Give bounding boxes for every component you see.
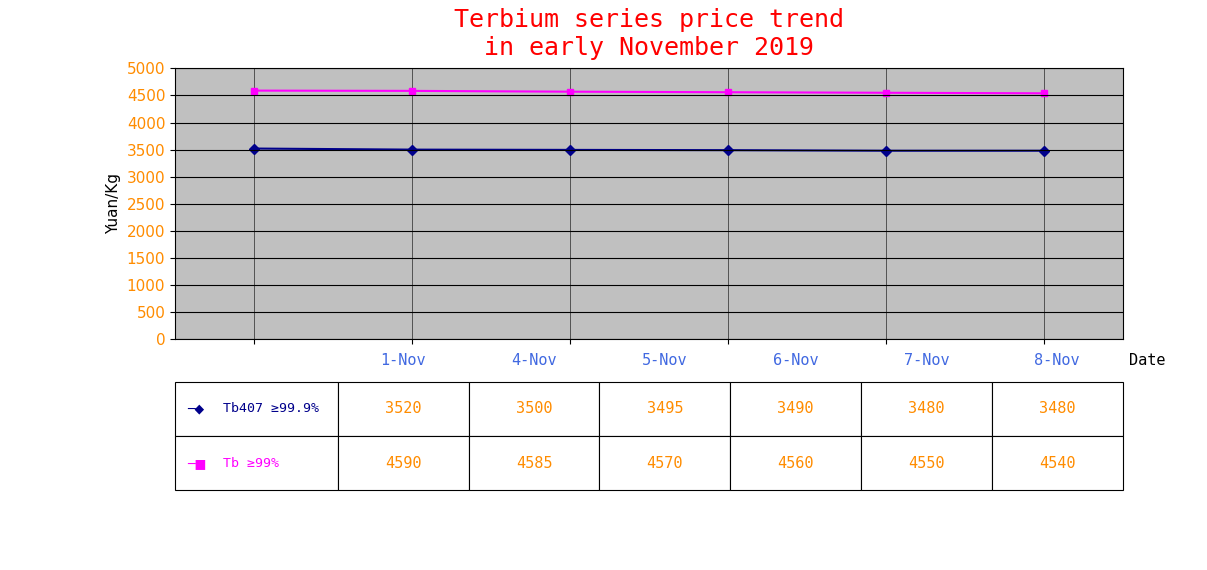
Text: 3480: 3480 xyxy=(908,401,945,417)
Text: 4-Nov: 4-Nov xyxy=(512,353,556,368)
Bar xyxy=(338,436,468,490)
Text: ─◆: ─◆ xyxy=(187,402,204,416)
Bar xyxy=(175,436,338,490)
Bar xyxy=(600,436,730,490)
Text: 3480: 3480 xyxy=(1039,401,1075,417)
Bar xyxy=(992,382,1123,436)
Text: Tb407 ≥99.9%: Tb407 ≥99.9% xyxy=(223,402,320,416)
Text: 4540: 4540 xyxy=(1039,455,1075,471)
Text: ─■: ─■ xyxy=(187,457,206,470)
Bar xyxy=(730,382,861,436)
Text: 3500: 3500 xyxy=(515,401,553,417)
Bar xyxy=(861,436,992,490)
Text: Date: Date xyxy=(1129,353,1165,368)
Text: 3495: 3495 xyxy=(647,401,683,417)
Bar xyxy=(175,382,338,436)
Text: Tb ≥99%: Tb ≥99% xyxy=(223,457,279,470)
Text: 4560: 4560 xyxy=(777,455,814,471)
Text: 4590: 4590 xyxy=(385,455,421,471)
Text: 4570: 4570 xyxy=(647,455,683,471)
Text: 3490: 3490 xyxy=(777,401,814,417)
Text: 8-Nov: 8-Nov xyxy=(1034,353,1080,368)
Bar xyxy=(992,436,1123,490)
Bar xyxy=(468,382,600,436)
Bar xyxy=(600,382,730,436)
Text: 6-Nov: 6-Nov xyxy=(772,353,818,368)
Text: 4585: 4585 xyxy=(515,455,553,471)
Bar xyxy=(861,382,992,436)
Bar xyxy=(730,436,861,490)
Text: 1-Nov: 1-Nov xyxy=(380,353,426,368)
Text: 5-Nov: 5-Nov xyxy=(642,353,688,368)
Text: 3520: 3520 xyxy=(385,401,421,417)
Bar xyxy=(338,382,468,436)
Text: 4550: 4550 xyxy=(908,455,945,471)
Text: 7-Nov: 7-Nov xyxy=(904,353,949,368)
Y-axis label: Yuan/Kg: Yuan/Kg xyxy=(106,173,121,234)
Title: Terbium series price trend
in early November 2019: Terbium series price trend in early Nove… xyxy=(454,8,844,59)
Bar xyxy=(468,436,600,490)
